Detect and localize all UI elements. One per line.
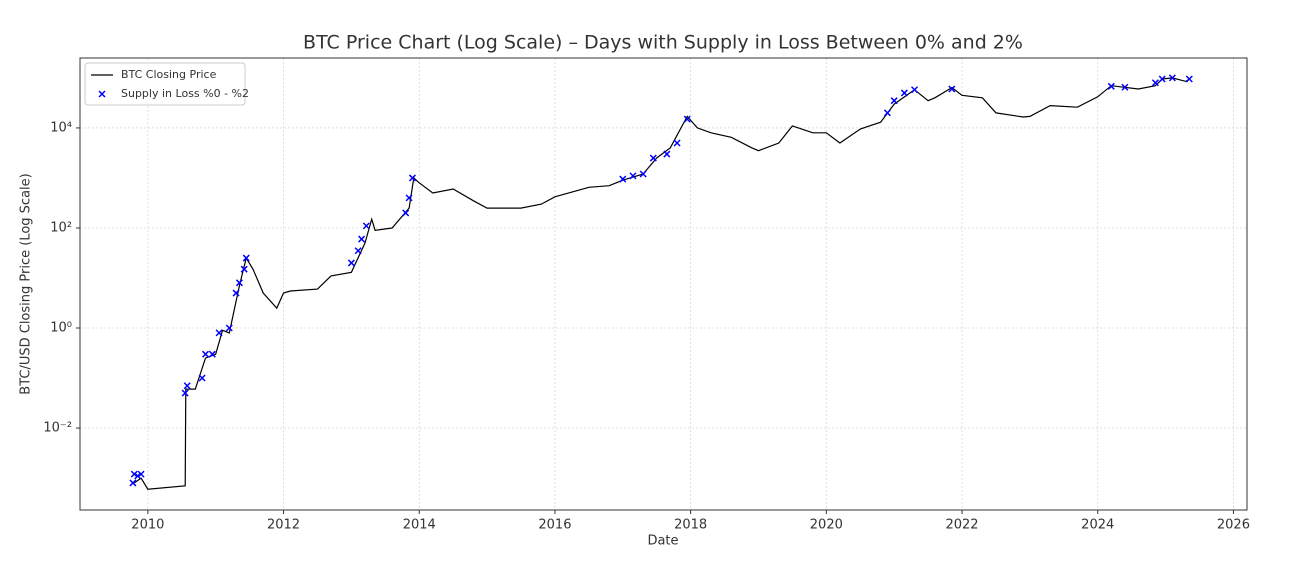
x-tick-label: 2020 [810,518,843,533]
legend-label: Supply in Loss %0 - %2 [121,87,249,100]
loss-marker [362,222,370,230]
loss-marker [137,470,145,478]
loss-marker [402,209,410,217]
legend-box [84,62,246,106]
loss-marker [134,472,142,480]
x-tick-label: 2026 [1217,518,1250,533]
loss-marker [1168,74,1176,82]
loss-marker [201,350,210,358]
price-line [133,77,1190,490]
loss-marker [883,109,891,117]
loss-marker [629,172,637,180]
x-tick-label: 2014 [403,518,436,533]
loss-marker [890,97,898,105]
plot-frame [79,57,1248,511]
loss-marker [1151,79,1159,87]
loss-marker [948,85,956,93]
x-tick-label: 2024 [1081,518,1114,533]
y-tick-label: 10⁻² [43,421,72,436]
loss-marker [619,175,627,183]
loss-marker [181,389,189,397]
chart-title: BTC Price Chart (Log Scale) – Days with … [303,32,1023,54]
loss-marker [663,150,671,158]
x-tick-label: 2012 [267,518,300,533]
loss-marker [683,115,691,123]
loss-marker [911,86,919,94]
loss-marker [129,479,137,487]
loss-marker [232,289,240,297]
loss-marker [130,470,138,478]
loss-marker [235,279,243,287]
loss-marker [358,235,366,243]
x-tick-label: 2016 [538,518,571,533]
loss-marker [673,139,681,147]
loss-marker [1158,75,1166,83]
loss-marker [1185,75,1193,83]
loss-marker [1121,83,1129,91]
x-tick-label: 2018 [674,518,707,533]
y-tick-label: 10⁰ [50,321,72,336]
x-axis-label: Date [647,534,678,549]
loss-marker [215,329,223,337]
loss-marker [347,259,355,267]
loss-marker [242,254,250,262]
loss-marker [354,247,362,255]
y-tick-label: 10⁴ [50,120,72,135]
legend-marker [98,90,106,98]
legend-label: BTC Closing Price [121,68,217,81]
loss-marker [639,170,647,178]
x-tick-label: 2022 [945,518,978,533]
loss-marker [405,194,413,202]
x-tick-label: 2010 [131,518,164,533]
y-tick-label: 10² [50,220,72,235]
loss-marker [240,265,248,273]
loss-marker [649,154,657,162]
loss-marker [408,174,416,182]
loss-marker [198,374,206,382]
loss-marker [208,350,216,358]
loss-marker [183,382,191,390]
loss-marker [225,324,233,332]
loss-marker [900,89,908,97]
loss-marker [1107,82,1115,90]
y-axis-label: BTC/USD Closing Price (Log Scale) [19,173,34,394]
